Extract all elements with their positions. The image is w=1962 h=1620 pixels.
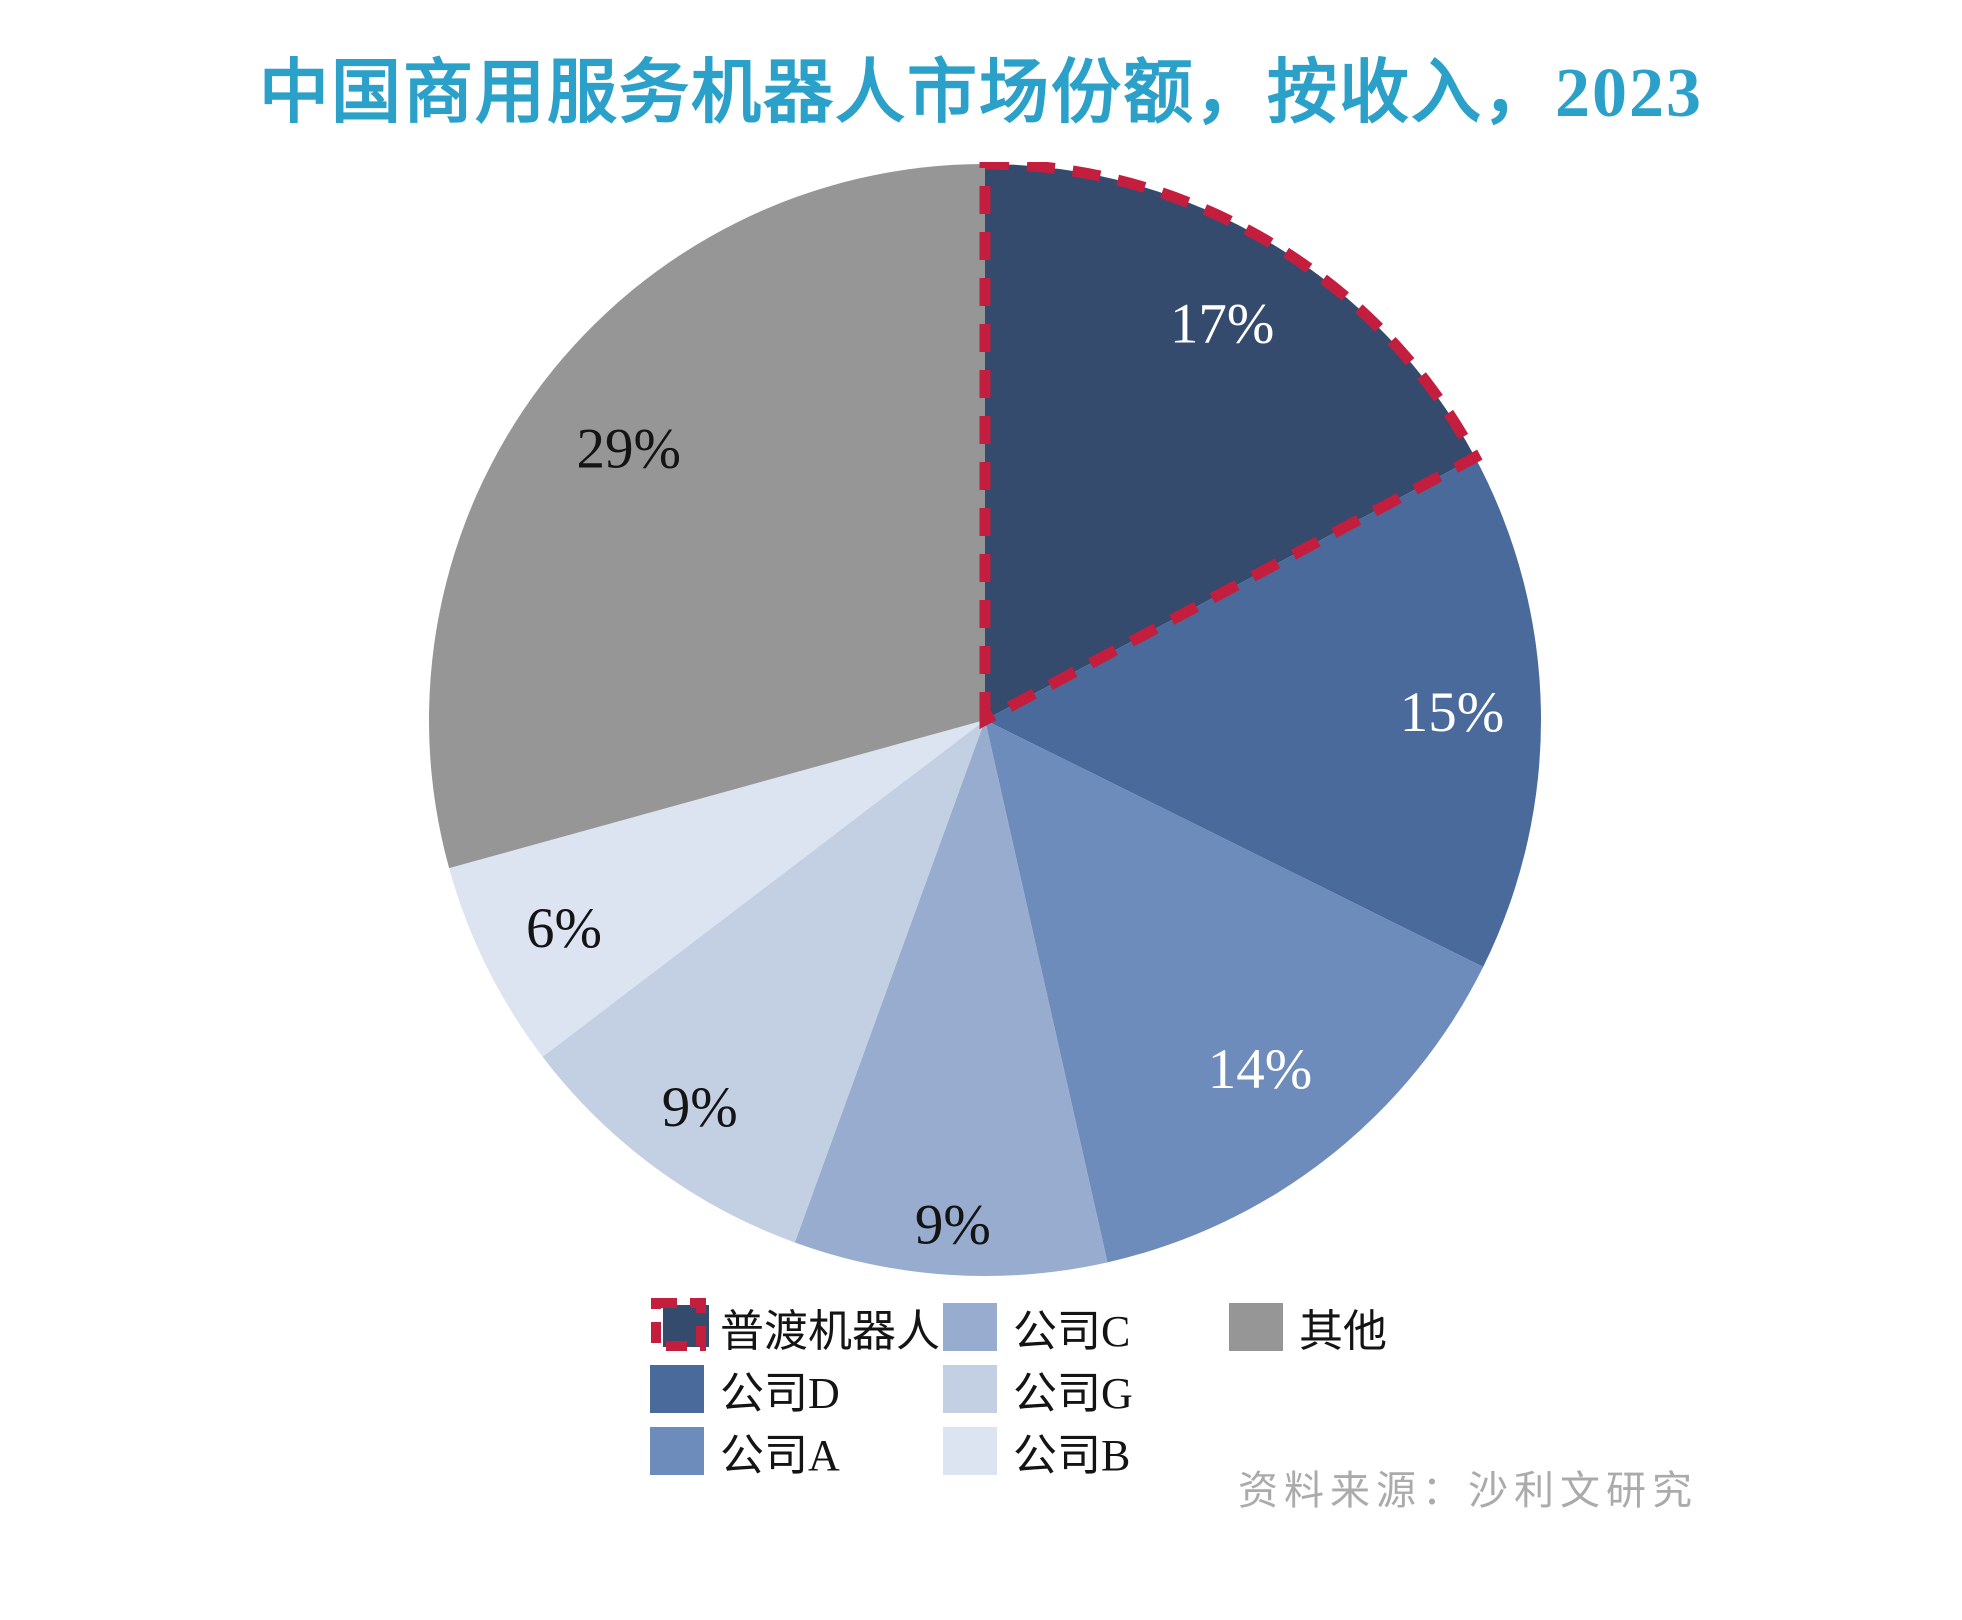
pie-slice-label-2: 14% [1208,1038,1312,1101]
pie-slice-label-3: 9% [915,1193,991,1256]
pie-slice-label-0: 17% [1170,293,1274,356]
pie-slice-label-6: 29% [577,417,681,480]
highlight-dashed-swatch-icon [651,1298,709,1351]
pie-slice-5 [449,720,986,1057]
legend-label: 其他 [1299,1307,1387,1356]
legend-swatch-highlighted [650,1296,720,1358]
source-note: 资料来源：沙利文研究 [1238,1468,1698,1513]
highlight-dashed-outline [979,162,1483,730]
legend-item: 公司D [650,1358,940,1420]
pie-slice-2 [985,720,1484,1263]
legend-color-square [943,1303,997,1351]
legend-item: 其他 [1229,1296,1387,1358]
pie-slice-6 [428,164,986,869]
legend-label: 公司G [1013,1369,1133,1418]
legend-label: 公司A [720,1431,840,1480]
pie-chart: 17% 15% 14% 9% 9% 6% 29% [428,162,1541,1277]
pie-slice-label-5: 6% [526,897,602,960]
legend-item: 公司B [943,1420,1133,1482]
pie-slice-1 [985,457,1541,967]
pie-slice-label-4: 9% [662,1076,738,1139]
legend-color-square [1229,1303,1283,1351]
legend-item: 普渡机器人 [650,1296,940,1358]
legend-swatch [943,1303,1013,1351]
chart-title: 中国商用服务机器人市场份额，按收入，2023 [259,55,1703,132]
legend-color-square [943,1427,997,1475]
legend-label: 普渡机器人 [720,1307,940,1356]
legend-column-1: 公司C 公司G 公司B [943,1296,1133,1482]
legend-swatch [1229,1303,1299,1351]
pie-slice-4 [542,720,985,1243]
legend-column-2: 其他 [1229,1296,1387,1358]
legend-item: 公司C [943,1296,1133,1358]
legend-swatch [650,1365,720,1413]
legend-label: 公司B [1013,1431,1131,1480]
pie-slice-label-1: 15% [1400,681,1504,744]
legend-color-square [650,1427,704,1475]
legend-swatch [943,1365,1013,1413]
pie-slice-0 [985,164,1476,720]
legend-column-0: 普渡机器人公司D 公司A [650,1296,940,1482]
legend-swatch [943,1427,1013,1475]
legend-item: 公司A [650,1420,940,1482]
legend-label: 公司D [720,1369,840,1418]
legend-color-square [943,1365,997,1413]
legend-label: 公司C [1013,1307,1131,1356]
legend-swatch [650,1427,720,1475]
legend-color-square [650,1365,704,1413]
pie-slice-3 [794,720,1108,1277]
legend-item: 公司G [943,1358,1133,1420]
